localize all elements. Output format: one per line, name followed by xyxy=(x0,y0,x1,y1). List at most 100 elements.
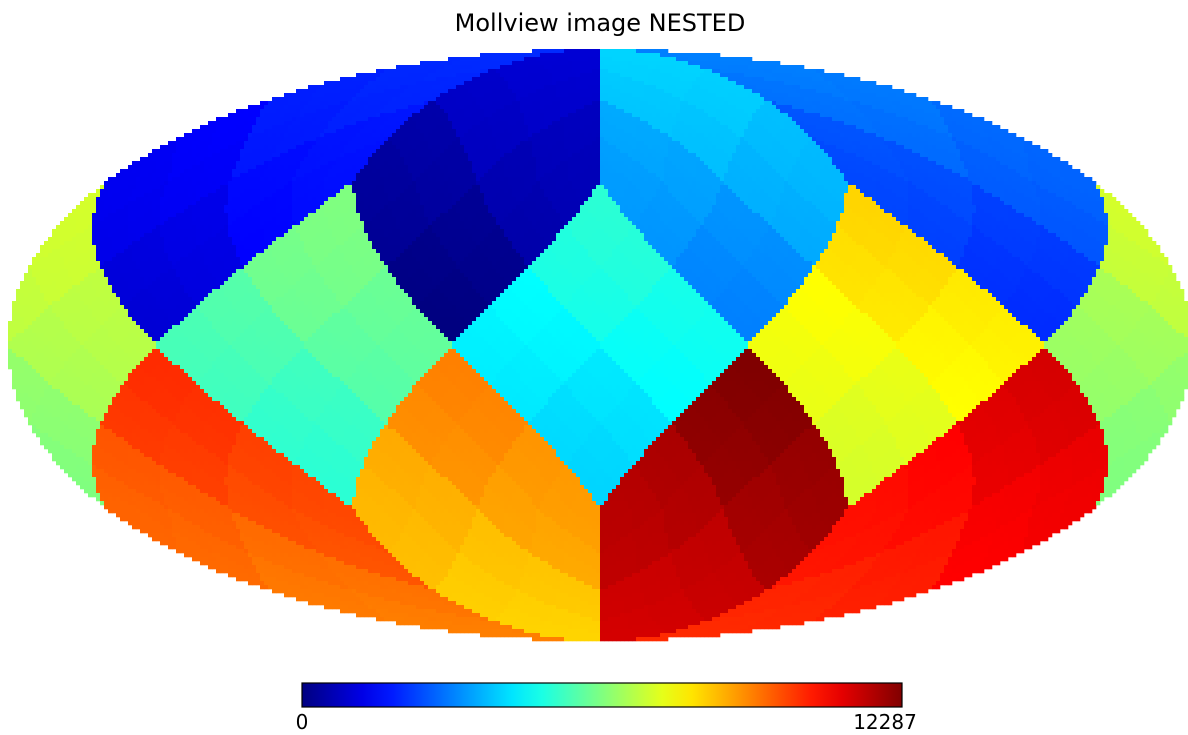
map-pixel xyxy=(420,81,425,86)
map-pixel xyxy=(376,69,381,74)
map-pixel xyxy=(680,121,685,126)
map-pixel xyxy=(636,109,641,114)
map-pixel xyxy=(808,141,813,146)
map-pixel xyxy=(268,121,273,126)
map-pixel xyxy=(924,101,929,106)
map-pixel xyxy=(1028,145,1033,150)
map-pixel xyxy=(232,165,237,170)
map-pixel xyxy=(596,49,601,54)
map-pixel xyxy=(280,153,285,158)
map-pixel xyxy=(948,141,953,146)
map-pixel xyxy=(276,105,281,110)
map-pixel xyxy=(876,113,881,118)
map-pixel xyxy=(800,97,805,102)
map-pixel xyxy=(400,129,405,134)
map-pixel xyxy=(332,145,337,150)
map-pixel xyxy=(840,113,845,118)
map-pixel xyxy=(788,81,793,86)
map-pixel xyxy=(652,49,657,54)
map-pixel xyxy=(680,65,685,70)
map-pixel xyxy=(464,101,469,106)
map-pixel xyxy=(568,125,573,130)
map-pixel xyxy=(396,77,401,82)
map-pixel xyxy=(1032,157,1037,162)
map-pixel xyxy=(424,69,429,74)
map-pixel xyxy=(456,85,461,90)
map-pixel xyxy=(832,109,837,114)
map-pixel xyxy=(804,85,809,90)
map-pixel xyxy=(932,145,937,150)
map-pixel xyxy=(636,97,641,102)
map-pixel xyxy=(876,157,881,162)
map-pixel xyxy=(520,149,525,154)
map-pixel xyxy=(432,157,437,162)
map-pixel xyxy=(916,165,921,170)
map-pixel xyxy=(632,129,637,134)
map-pixel xyxy=(692,113,697,118)
map-pixel xyxy=(596,137,601,142)
map-pixel xyxy=(728,97,733,102)
map-pixel xyxy=(556,153,561,158)
map-pixel xyxy=(832,161,837,166)
map-pixel xyxy=(836,149,841,154)
map-pixel xyxy=(740,145,745,150)
map-pixel xyxy=(800,165,805,170)
map-pixel xyxy=(880,153,885,158)
map-pixel xyxy=(216,157,221,162)
map-pixel xyxy=(684,61,689,66)
map-pixel xyxy=(676,53,681,58)
map-pixel xyxy=(808,69,813,74)
map-pixel xyxy=(876,93,881,98)
map-pixel xyxy=(856,105,861,110)
map-pixel xyxy=(768,61,773,66)
map-pixel xyxy=(504,93,509,98)
map-pixel xyxy=(588,53,593,58)
map-pixel xyxy=(624,145,629,150)
map-pixel xyxy=(1004,157,1009,162)
map-pixel xyxy=(964,165,969,170)
map-pixel xyxy=(448,133,453,138)
map-pixel xyxy=(768,161,773,166)
map-pixel xyxy=(540,57,545,62)
map-pixel xyxy=(532,105,537,110)
map-pixel xyxy=(792,161,797,166)
map-pixel xyxy=(468,69,473,74)
map-pixel xyxy=(340,165,345,170)
map-pixel xyxy=(788,145,793,150)
map-pixel xyxy=(928,141,933,146)
map-pixel xyxy=(704,109,709,114)
map-pixel xyxy=(408,157,413,162)
map-pixel xyxy=(556,117,561,122)
map-pixel xyxy=(540,157,545,162)
map-pixel xyxy=(332,165,337,170)
map-pixel xyxy=(712,153,717,158)
map-pixel xyxy=(492,101,497,106)
map-pixel xyxy=(396,65,401,70)
map-pixel xyxy=(168,149,173,154)
map-pixel xyxy=(920,105,925,110)
map-pixel xyxy=(552,85,557,90)
map-pixel xyxy=(328,109,333,114)
map-pixel xyxy=(588,97,593,102)
map-pixel xyxy=(224,165,229,170)
map-pixel xyxy=(356,89,361,94)
map-pixel xyxy=(924,125,929,130)
map-pixel xyxy=(616,105,621,110)
map-pixel xyxy=(952,133,957,138)
map-pixel xyxy=(944,105,949,110)
map-pixel xyxy=(468,57,473,62)
map-pixel xyxy=(728,141,733,146)
map-pixel xyxy=(832,113,837,118)
map-pixel xyxy=(548,165,553,170)
map-pixel xyxy=(764,81,769,86)
map-pixel xyxy=(480,157,485,162)
map-pixel xyxy=(896,105,901,110)
map-pixel xyxy=(732,97,737,102)
map-pixel xyxy=(812,105,817,110)
map-pixel xyxy=(460,109,465,114)
map-pixel xyxy=(736,89,741,94)
map-pixel xyxy=(600,137,605,142)
map-pixel xyxy=(500,105,505,110)
map-pixel xyxy=(452,153,457,158)
map-pixel xyxy=(884,97,889,102)
